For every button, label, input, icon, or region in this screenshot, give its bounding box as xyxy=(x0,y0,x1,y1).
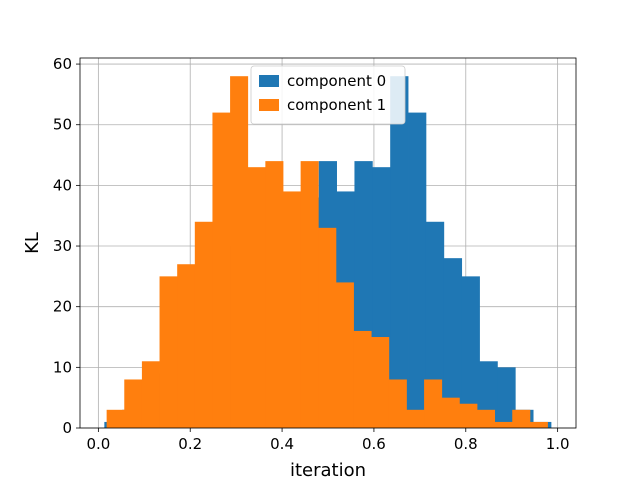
bar-series-1 xyxy=(494,421,513,428)
bar-series-1 xyxy=(247,167,266,428)
bar-series-1 xyxy=(335,282,354,428)
bar-series-1 xyxy=(212,112,231,429)
bar-series-1 xyxy=(476,409,496,428)
bar-series-1 xyxy=(371,337,390,428)
x-axis-label: iteration xyxy=(290,460,366,480)
bar-series-1 xyxy=(124,379,143,428)
x-axis-ticks: 0.0 0.2 0.4 0.6 0.8 1.0 xyxy=(86,428,570,453)
y-tick-label: 0 xyxy=(62,419,72,437)
bar-series-1 xyxy=(318,227,337,428)
y-tick-label: 20 xyxy=(53,298,72,316)
histogram-bars xyxy=(104,76,552,429)
bar-series-1 xyxy=(141,361,160,428)
bar-series-1 xyxy=(300,161,319,429)
x-tick-label: 0.8 xyxy=(454,435,478,453)
plot-frame xyxy=(79,57,577,429)
bar-series-0 xyxy=(390,76,409,429)
legend-label: component 0 xyxy=(287,72,386,90)
y-tick-label: 30 xyxy=(53,237,72,255)
legend-swatch xyxy=(259,99,279,111)
bar-series-0 xyxy=(461,276,480,428)
bar-series-1 xyxy=(159,276,178,428)
bar-series-1 xyxy=(353,330,372,428)
x-tick-label: 0.6 xyxy=(362,435,386,453)
legend-box xyxy=(250,65,406,125)
x-tick-label: 0.2 xyxy=(178,435,202,453)
x-tick-label: 0.4 xyxy=(270,435,294,453)
bar-series-0 xyxy=(443,258,463,428)
y-axis-label: KL xyxy=(22,232,43,254)
y-tick-label: 60 xyxy=(53,55,72,73)
y-tick-label: 40 xyxy=(53,176,72,194)
y-tick-label: 10 xyxy=(53,358,72,376)
legend: component 0 component 1 xyxy=(250,65,406,125)
bar-series-1 xyxy=(282,191,302,428)
bar-series-1 xyxy=(459,403,478,428)
x-tick-label: 0.0 xyxy=(86,435,110,453)
bar-series-1 xyxy=(177,264,196,428)
bar-series-1 xyxy=(512,409,531,428)
bar-series-1 xyxy=(230,76,249,429)
x-tick-label: 1.0 xyxy=(546,435,570,453)
bar-series-0 xyxy=(425,221,445,428)
bar-series-1 xyxy=(194,221,213,428)
legend-swatch xyxy=(259,75,279,87)
bar-series-1 xyxy=(406,409,425,428)
bar-series-1 xyxy=(441,397,460,428)
bar-series-1 xyxy=(265,161,284,429)
y-axis-ticks: 0 10 20 30 40 50 60 xyxy=(53,55,80,437)
bar-series-1 xyxy=(388,379,407,428)
bar-series-1 xyxy=(529,421,548,428)
legend-label: component 1 xyxy=(287,96,386,114)
y-tick-label: 50 xyxy=(53,116,72,134)
bar-series-0 xyxy=(497,367,516,428)
bar-series-0 xyxy=(408,112,427,429)
bar-series-1 xyxy=(424,379,443,428)
bar-series-1 xyxy=(106,409,125,428)
